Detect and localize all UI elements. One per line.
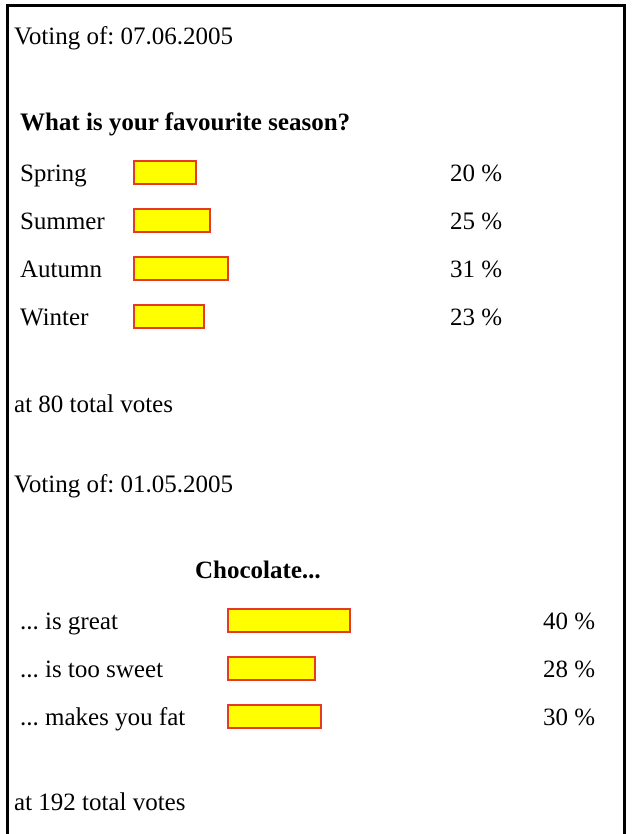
option-label: Spring — [20, 160, 87, 187]
option-label: ... is great — [20, 608, 118, 635]
option-percent: 23 % — [450, 304, 503, 331]
option-percent: 28 % — [543, 656, 596, 683]
result-bar — [133, 256, 229, 281]
result-bar — [133, 160, 197, 185]
poll-question: What is your favourite season? — [20, 109, 351, 136]
option-percent: 31 % — [450, 256, 503, 283]
result-bar — [227, 608, 351, 633]
option-label: Winter — [20, 304, 89, 331]
poll-question: Chocolate... — [195, 557, 321, 584]
option-percent: 25 % — [450, 208, 503, 235]
option-percent: 40 % — [543, 608, 596, 635]
option-label: ... is too sweet — [20, 656, 164, 683]
total-votes: at 192 total votes — [14, 789, 186, 816]
result-bar — [133, 304, 205, 329]
option-label: Autumn — [20, 256, 102, 283]
page-frame — [6, 4, 626, 834]
option-label: ... makes you fat — [20, 704, 186, 731]
poll-date: Voting of: 07.06.2005 — [14, 23, 233, 50]
result-bar — [227, 704, 322, 729]
option-percent: 30 % — [543, 704, 596, 731]
result-bar — [133, 208, 211, 233]
total-votes: at 80 total votes — [14, 391, 173, 418]
result-bar — [227, 656, 316, 681]
option-label: Summer — [20, 208, 105, 235]
poll-date: Voting of: 01.05.2005 — [14, 471, 233, 498]
option-percent: 20 % — [450, 160, 503, 187]
